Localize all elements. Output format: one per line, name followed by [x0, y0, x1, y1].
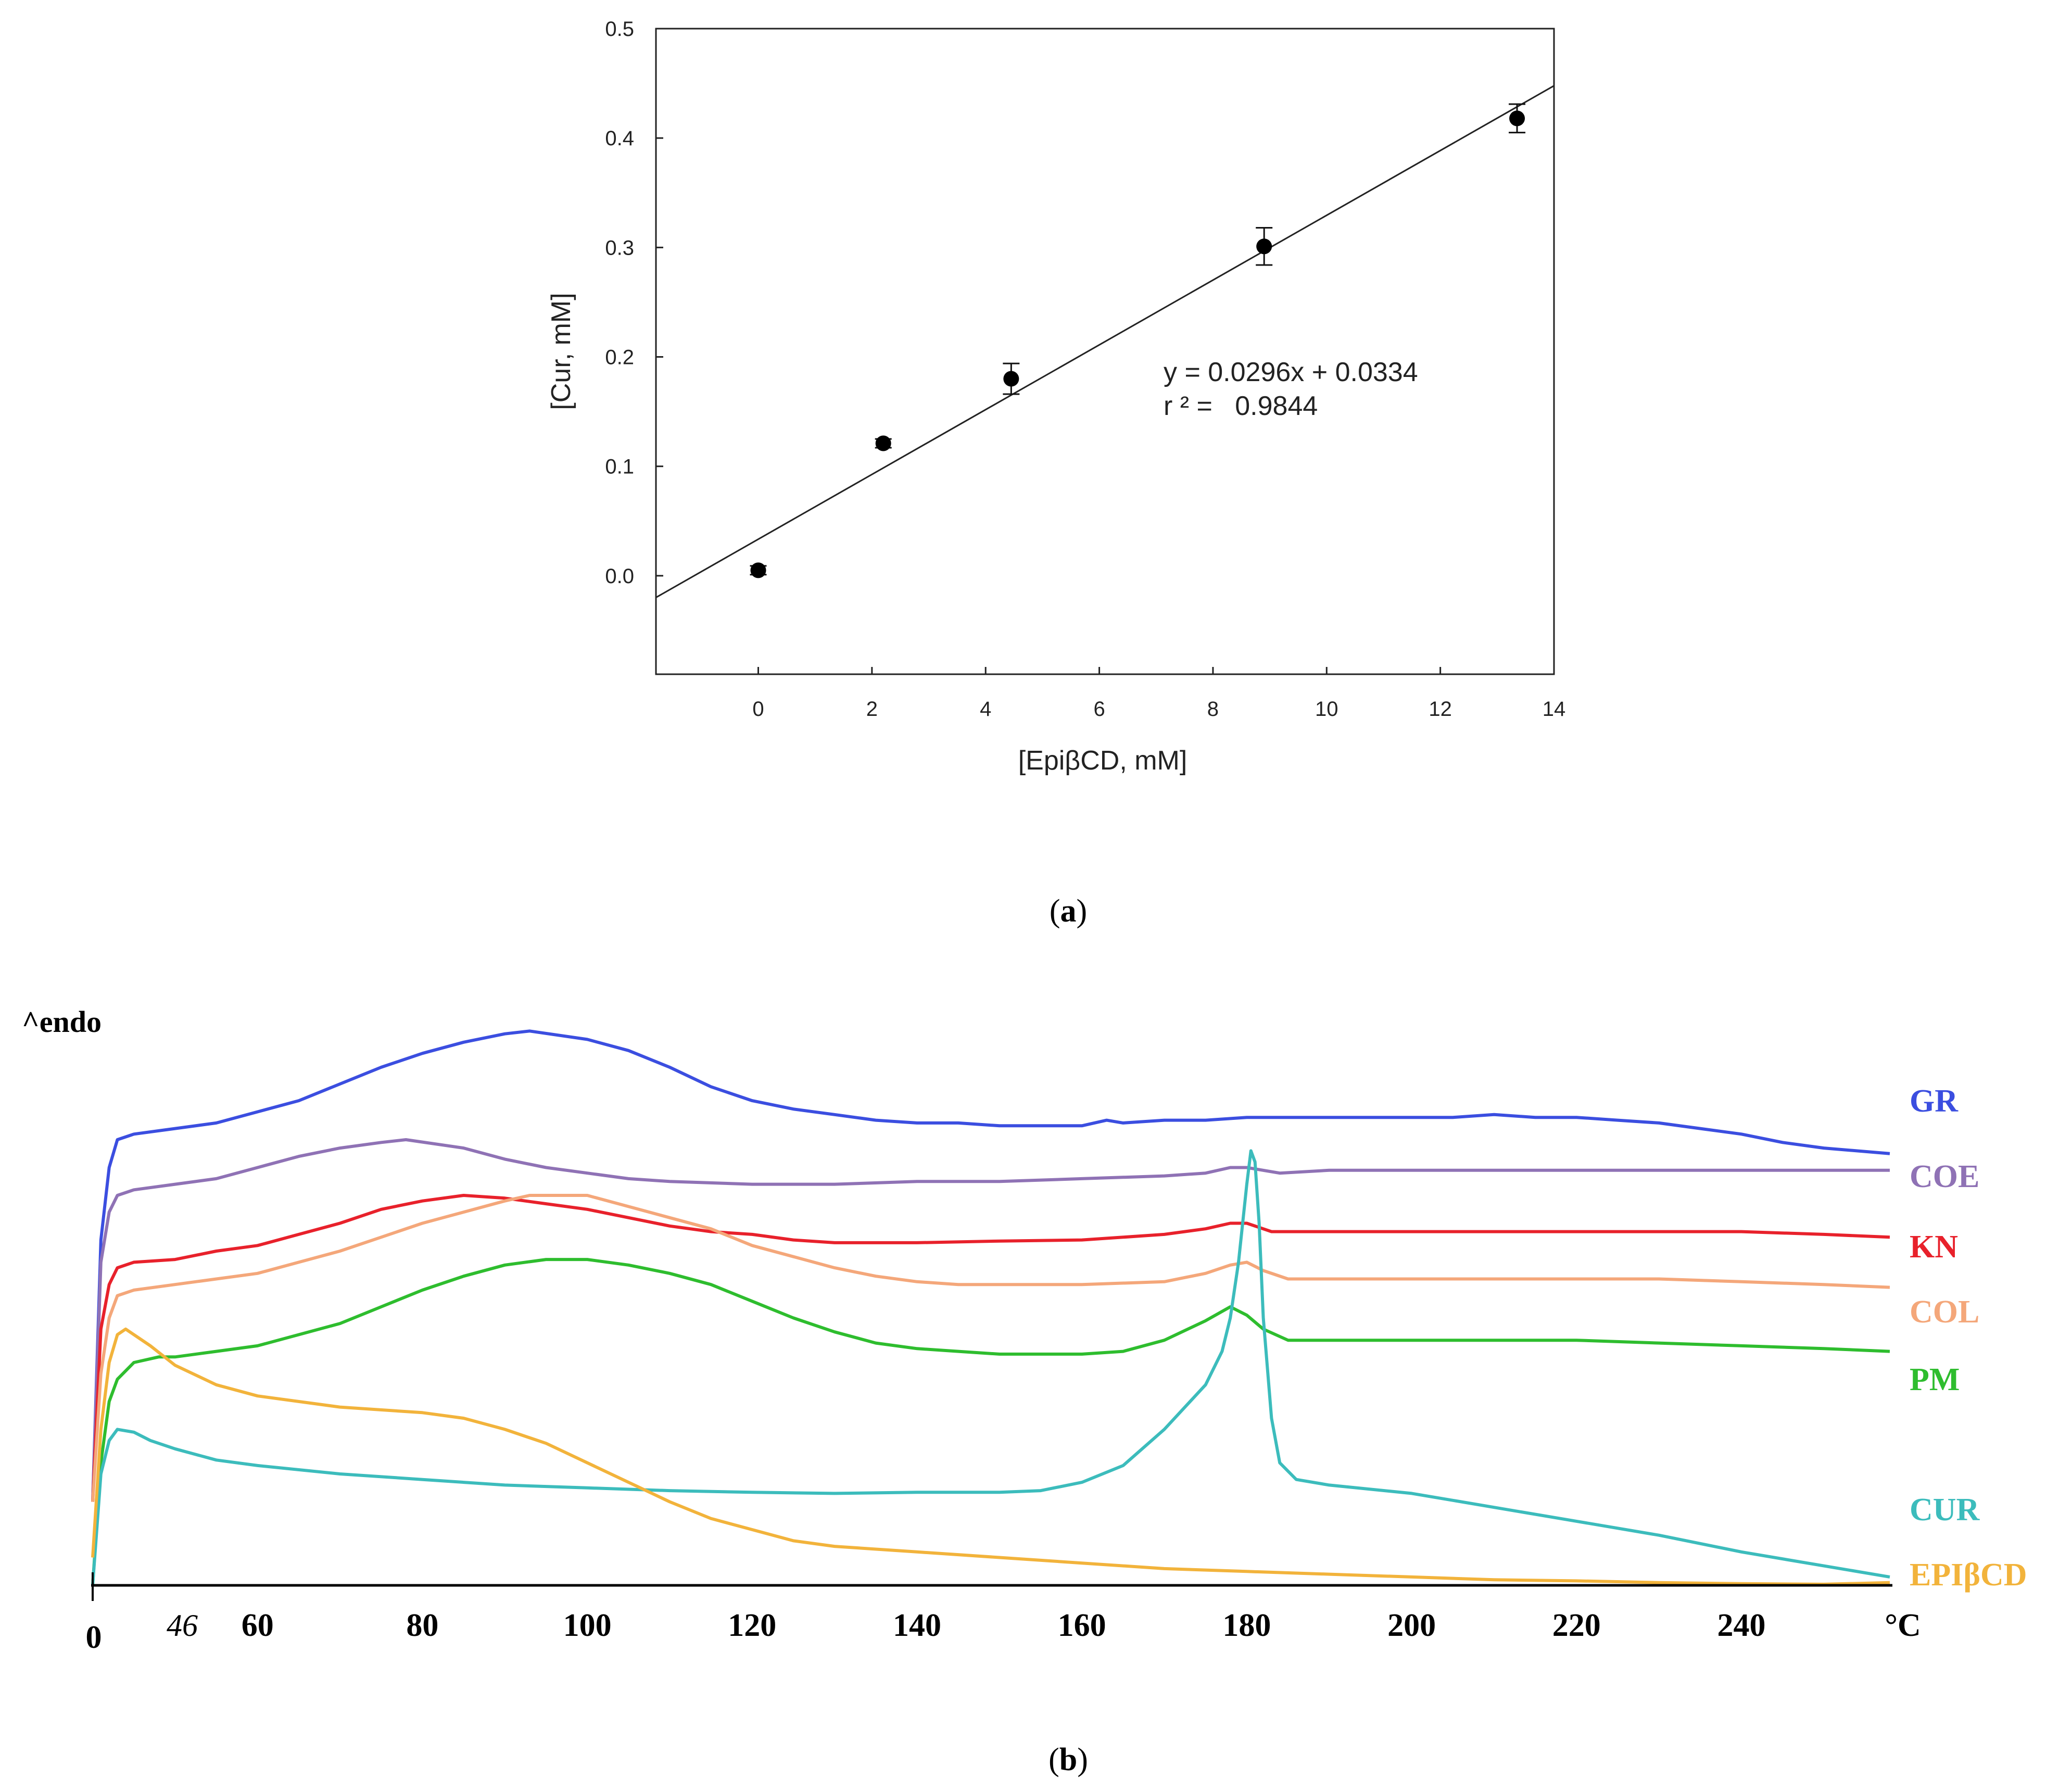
dsc-curve-epicd [91, 1327, 1890, 1586]
axis-ticks: 0 2 4 6 8 10 12 14 0.0 0.1 0.2 0.3 0.4 0.5 [605, 18, 1565, 721]
series-label: COL [1910, 1294, 1979, 1330]
x-tick-labels: 60 80 100 120 140 160 180 200 220 240 [242, 1608, 1766, 1643]
y-tick-label: 0.5 [605, 18, 634, 41]
x-tick-label: 200 [1387, 1608, 1436, 1643]
data-point [1003, 362, 1020, 395]
series-labels: GR COE KN COL PM CUR EPIβCD [1910, 1083, 2027, 1593]
point-marker [1509, 110, 1525, 127]
x-tick-label: 12 [1429, 698, 1452, 721]
x-tick-label: 220 [1552, 1608, 1601, 1643]
dsc-curve-coe [91, 1138, 1890, 1502]
y-tick-label: 0.4 [605, 127, 634, 150]
point-marker [875, 435, 891, 451]
panel-b-dsc-chart: ^endo 0 46 60 80 100 120 140 160 180 200 220 240 … [22, 1005, 2027, 1655]
y-axis-label: [Cur, mM] [546, 293, 576, 410]
equation-annotation: y = 0.0296x + 0.0334 [1164, 357, 1418, 387]
y-tick-label: 0.1 [605, 456, 634, 478]
x-tick-label: 80 [406, 1608, 438, 1643]
x-tick-label: 14 [1543, 698, 1566, 721]
x-tick-label: 6 [1093, 698, 1105, 721]
endo-indicator: ^endo [22, 1005, 102, 1039]
x-tick-label: 8 [1207, 698, 1219, 721]
series-label: COE [1910, 1159, 1979, 1194]
y-tick-label: 0.2 [605, 346, 634, 369]
data-point [750, 562, 767, 578]
series-label: CUR [1910, 1492, 1980, 1528]
x-tick-label: 2 [866, 698, 878, 721]
point-marker [1003, 371, 1019, 387]
y-tick-label: 0.3 [605, 236, 634, 259]
x-tick-label: 120 [728, 1608, 776, 1643]
x-tick-label: 10 [1315, 698, 1338, 721]
r-squared-annotation: r ² = 0.9844 [1164, 391, 1318, 421]
panel-a-scatter-chart: 0 2 4 6 8 10 12 14 0.0 0.1 0.2 0.3 0.4 0.5 [EpiβCD, m… [546, 18, 1565, 776]
data-point [875, 435, 892, 451]
series-label: KN [1910, 1229, 1958, 1265]
caption-b-letter: b [1059, 1742, 1077, 1777]
x-tick-label: 180 [1222, 1608, 1271, 1643]
caption-a-letter: a [1060, 893, 1077, 929]
x-tick-label: 4 [980, 698, 991, 721]
plot-frame [655, 28, 1555, 675]
x-tick-label: 140 [893, 1608, 941, 1643]
dsc-curves-group [91, 1029, 1890, 1586]
x-start-label: 46 [167, 1608, 198, 1643]
caption-a: (a) [1050, 893, 1087, 929]
data-point [1256, 227, 1273, 266]
series-label: EPIβCD [1910, 1557, 2027, 1593]
caption-b: (b) [1048, 1742, 1088, 1777]
x-tick-label: 160 [1058, 1608, 1106, 1643]
x-unit-label: °C [1885, 1608, 1921, 1643]
dsc-curve-kn [91, 1194, 1890, 1502]
series-label: PM [1910, 1362, 1960, 1397]
series-label: GR [1910, 1083, 1959, 1119]
x-tick-label: 60 [242, 1608, 274, 1643]
x-tick-label: 100 [563, 1608, 612, 1643]
fit-line [655, 85, 1555, 598]
x-origin-label: 0 [86, 1620, 102, 1655]
dsc-curve-gr [91, 1029, 1890, 1502]
data-point [1509, 103, 1526, 134]
point-marker [750, 562, 766, 578]
dsc-curve-cur [91, 1149, 1890, 1586]
data-points-group [750, 103, 1526, 578]
dsc-curve-pm [91, 1258, 1890, 1586]
y-tick-label: 0.0 [605, 565, 634, 588]
x-axis-label: [EpiβCD, mM] [1018, 746, 1187, 776]
fit-line-group [655, 85, 1555, 598]
x-tick-label: 0 [752, 698, 764, 721]
point-marker [1256, 238, 1272, 255]
dsc-curve-col [91, 1194, 1890, 1502]
x-tick-label: 240 [1717, 1608, 1765, 1643]
